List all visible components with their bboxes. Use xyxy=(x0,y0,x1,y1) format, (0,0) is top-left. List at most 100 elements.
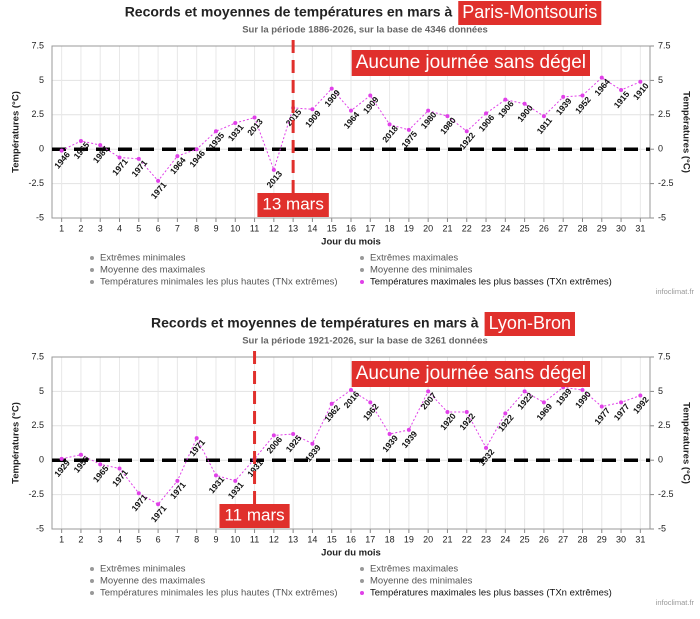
x-tick-label: 22 xyxy=(462,223,472,233)
x-tick-label: 29 xyxy=(597,534,607,544)
year-label: 1962 xyxy=(361,401,381,422)
data-point xyxy=(599,404,604,409)
x-tick-label: 16 xyxy=(346,223,356,233)
x-tick-label: 10 xyxy=(230,223,240,233)
year-label: 1962 xyxy=(322,403,342,424)
data-point xyxy=(136,491,141,496)
data-point xyxy=(522,389,527,394)
data-point xyxy=(406,427,411,432)
legend-label: Températures minimales les plus hautes (… xyxy=(100,588,338,599)
legend-label: Moyenne des minimales xyxy=(370,576,473,587)
data-point xyxy=(426,108,431,113)
data-point xyxy=(213,129,218,134)
x-tick-label: 6 xyxy=(156,534,161,544)
year-label: 2006 xyxy=(264,434,284,455)
year-label: 2013 xyxy=(264,169,284,190)
year-label: 1969 xyxy=(534,401,554,422)
data-point xyxy=(541,114,546,119)
data-point xyxy=(329,86,334,91)
year-label: 1980 xyxy=(419,110,439,131)
year-label: 1939 xyxy=(554,96,574,117)
data-point xyxy=(349,388,353,393)
x-tick-label: 15 xyxy=(327,223,337,233)
x-tick-label: 6 xyxy=(156,223,161,233)
marker-box xyxy=(219,504,290,528)
data-point xyxy=(175,154,180,159)
data-point xyxy=(291,432,296,437)
x-tick-label: 25 xyxy=(520,223,530,233)
annotation: Aucune journée sans dégel xyxy=(356,52,586,73)
x-tick-label: 1 xyxy=(59,534,64,544)
x-tick-label: 16 xyxy=(346,534,356,544)
x-tick-label: 26 xyxy=(539,534,549,544)
data-point xyxy=(368,93,373,98)
data-point xyxy=(522,101,527,106)
data-point xyxy=(349,108,353,113)
year-label: 1900 xyxy=(515,103,535,124)
y2-tick-label: 7.5 xyxy=(658,40,671,50)
x-tick-label: 4 xyxy=(117,223,122,233)
annotation: Aucune journée sans dégel xyxy=(356,363,586,384)
x-tick-label: 17 xyxy=(365,534,375,544)
y-tick-label: 5 xyxy=(39,386,44,396)
y2-tick-label: 5 xyxy=(658,75,663,85)
annotation-box xyxy=(351,50,590,76)
annotation-box xyxy=(351,361,590,387)
legend-marker xyxy=(360,280,364,284)
y-axis-label: Températures (°C) xyxy=(11,91,22,173)
year-label: 1925 xyxy=(284,433,304,454)
x-tick-label: 7 xyxy=(175,223,180,233)
x-tick-label: 20 xyxy=(423,223,433,233)
data-point xyxy=(233,478,238,483)
subtitle: Sur la période 1921-2026, sur la base de… xyxy=(242,336,488,347)
marker-label: 11 mars xyxy=(224,505,284,524)
year-label: 1911 xyxy=(535,115,555,136)
y2-tick-label: -5 xyxy=(658,212,666,222)
data-point xyxy=(271,167,276,172)
data-point xyxy=(599,75,604,80)
data-point xyxy=(464,129,469,134)
data-point xyxy=(368,400,373,405)
x-tick-label: 11 xyxy=(250,223,259,233)
data-point xyxy=(117,466,122,471)
x-tick-label: 5 xyxy=(136,223,141,233)
year-label: 1939 xyxy=(380,433,400,454)
x-tick-label: 31 xyxy=(635,534,645,544)
x-tick-label: 27 xyxy=(558,534,568,544)
y2-tick-label: 0 xyxy=(658,455,663,465)
year-label: 1931 xyxy=(226,122,246,143)
data-point xyxy=(233,121,238,126)
watermark: infoclimat.fr xyxy=(656,598,695,607)
chart-panel: Records et moyennes de températures en m… xyxy=(11,1,695,296)
data-point xyxy=(175,478,180,483)
x-axis-label: Jour du mois xyxy=(321,237,381,248)
legend-marker xyxy=(90,268,94,272)
station-name: Lyon-Bron xyxy=(489,313,571,333)
legend-marker xyxy=(360,268,364,272)
x-tick-label: 2 xyxy=(78,534,83,544)
data-point xyxy=(580,93,585,98)
year-label: 1931 xyxy=(226,480,246,501)
data-point xyxy=(117,155,122,160)
y-tick-label: -2.5 xyxy=(28,178,44,188)
legend-marker xyxy=(360,256,364,260)
year-label: 1971 xyxy=(129,492,149,513)
y-tick-label: -5 xyxy=(36,212,44,222)
year-label: 1906 xyxy=(477,112,497,133)
plot-frame xyxy=(51,45,651,219)
x-tick-label: 30 xyxy=(616,223,626,233)
legend-label: Températures maximales les plus basses (… xyxy=(370,277,612,288)
y2-tick-label: 5 xyxy=(658,386,663,396)
y2-tick-label: 7.5 xyxy=(658,351,671,361)
data-point xyxy=(387,122,392,127)
x-tick-label: 29 xyxy=(597,223,607,233)
station-box xyxy=(484,312,575,336)
year-label: 1939 xyxy=(399,429,419,450)
year-label: 1952 xyxy=(573,94,593,115)
year-label: 1910 xyxy=(631,81,651,102)
data-point xyxy=(484,111,489,116)
year-label: 1971 xyxy=(187,437,207,458)
y-tick-label: 0 xyxy=(39,455,44,465)
x-tick-label: 2 xyxy=(78,223,83,233)
legend-label: Extrêmes maximales xyxy=(370,253,458,264)
